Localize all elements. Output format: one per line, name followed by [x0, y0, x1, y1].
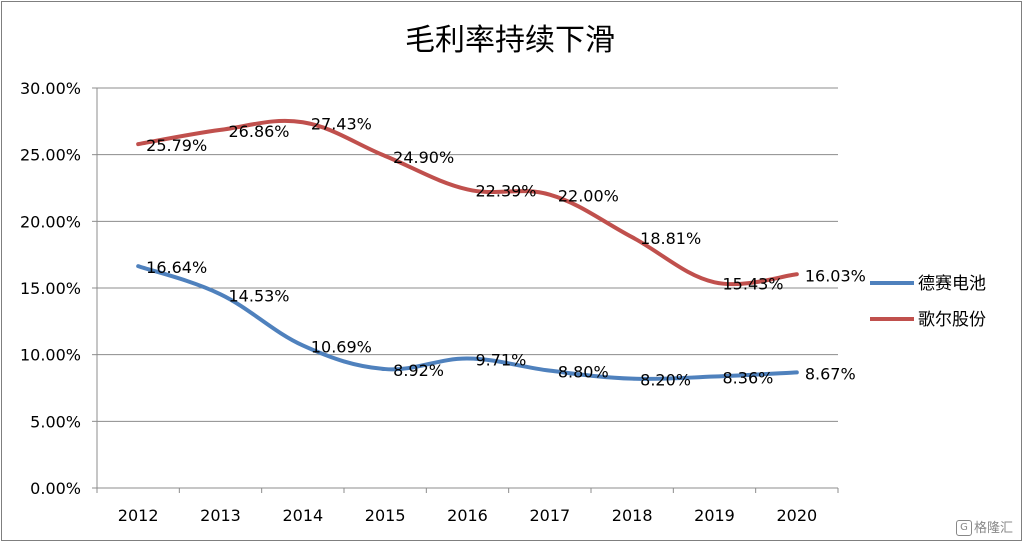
y-tick-label: 20.00% — [20, 212, 81, 231]
data-label: 22.39% — [476, 181, 537, 200]
data-label: 10.69% — [311, 337, 372, 356]
y-tick-label: 25.00% — [20, 146, 81, 165]
data-label: 16.03% — [805, 266, 866, 285]
watermark-text: 格隆汇 — [973, 520, 1013, 536]
data-label: 9.71% — [476, 351, 527, 370]
y-tick-label: 5.00% — [30, 412, 81, 431]
y-tick-label: 15.00% — [20, 279, 81, 298]
data-label: 8.36% — [723, 369, 774, 388]
x-tick-label: 2017 — [529, 506, 570, 525]
x-tick-label: 2012 — [118, 506, 159, 525]
data-label: 26.86% — [229, 122, 290, 141]
data-label: 27.43% — [311, 114, 372, 133]
x-tick-label: 2020 — [776, 506, 817, 525]
data-label: 25.79% — [146, 136, 207, 155]
series-line-2 — [136, 118, 799, 287]
x-tick-label: 2014 — [282, 506, 323, 525]
data-labels: 16.64% 14.53% 10.69% 8.92% 9.71% 8.80% 8.20% 8.… — [146, 114, 866, 389]
legend-label: 歌尔股份 — [918, 310, 986, 330]
data-label: 15.43% — [723, 274, 784, 293]
series-line-1 — [136, 264, 799, 381]
watermark-logo: G 格隆汇 — [955, 517, 1013, 536]
data-label: 8.92% — [393, 361, 444, 380]
data-label: 8.80% — [558, 363, 609, 382]
watermark-icon: G — [955, 520, 972, 536]
x-tick-label: 2019 — [694, 506, 735, 525]
y-tick-label: 10.00% — [20, 346, 81, 365]
x-tick-label: 2013 — [200, 506, 241, 525]
x-tick-label: 2018 — [612, 506, 653, 525]
data-label: 14.53% — [229, 286, 290, 305]
y-tick-label: 30.00% — [20, 79, 81, 98]
data-label: 18.81% — [640, 229, 701, 248]
series-lines — [136, 118, 799, 381]
data-label: 22.00% — [558, 187, 619, 206]
data-label: 24.90% — [393, 148, 454, 167]
data-label: 8.67% — [805, 364, 856, 383]
chart-title: 毛利率持续下滑 — [405, 23, 615, 58]
data-label: 8.20% — [640, 371, 691, 390]
axes: 0.00% 5.00% 10.00% 15.00% 20.00% 25.00% 30.00%… — [20, 79, 839, 525]
data-label: 16.64% — [146, 258, 207, 277]
legend-label: 德赛电池 — [918, 273, 986, 294]
x-tick-label: 2016 — [447, 506, 488, 525]
gridlines — [97, 87, 838, 422]
y-tick-label: 0.00% — [30, 479, 81, 498]
x-tick-label: 2015 — [365, 506, 406, 525]
